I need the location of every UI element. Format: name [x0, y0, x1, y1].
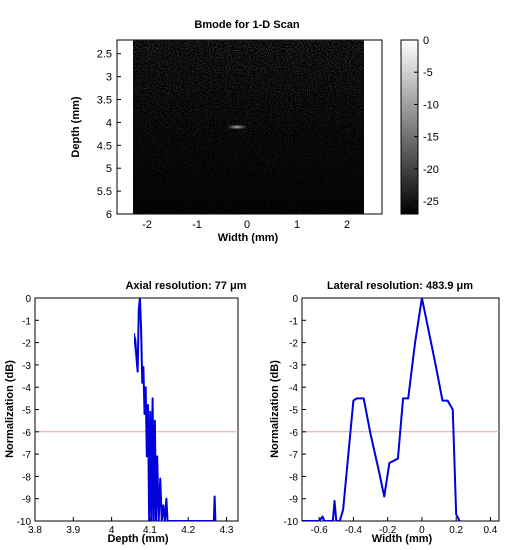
bmode-y-tick-label-5: 5	[106, 163, 112, 175]
lateral-y-tick-label-4: -4	[289, 383, 298, 394]
lateral-ylabel: Normalization (dB)	[269, 360, 281, 458]
lateral-title: Lateral resolution: 483.9 μm	[327, 280, 473, 292]
bmode-y-tick-label-2: 3.5	[97, 95, 112, 107]
axial-y-ticks: 0 -1 -2 -3 -4 -5 -6 -7 -8 -9 -10	[17, 294, 39, 528]
colorbar-tick-label-2: -10	[423, 99, 439, 111]
axial-x-tick-label-5: 4.3	[220, 525, 234, 536]
axial-xlabel: Depth (mm)	[107, 533, 168, 545]
axial-y-tick-label-6: -6	[22, 428, 31, 439]
lateral-y-ticks: 0 -1 -2 -3 -4 -5 -6 -7 -8 -9 -10	[284, 294, 306, 528]
bmode-y-tick-label-7: 6	[106, 209, 112, 221]
colorbar-gradient	[400, 39, 419, 215]
bmode-y-ticks: 2.5 3 3.5 4 4.5 5 5.5 6	[97, 49, 121, 221]
lateral-x-tick-label-1: -0.4	[345, 525, 363, 536]
bmode-x-tick-label-0: -2	[142, 219, 152, 231]
bmode-y-tick-label-3: 4	[106, 117, 112, 129]
axial-y-tick-label-3: -3	[22, 361, 31, 372]
lateral-x-tick-label-2: -0.2	[379, 525, 397, 536]
lateral-y-tick-label-0: 0	[292, 294, 298, 305]
axial-y-tick-label-9: -9	[22, 495, 31, 506]
colorbar-tick-label-0: 0	[423, 35, 429, 47]
axial-y-tick-label-4: -4	[22, 383, 31, 394]
bmode-y-tick-label-6: 5.5	[97, 186, 112, 198]
lateral-y-tick-label-7: -7	[289, 450, 298, 461]
lateral-xlabel: Width (mm)	[372, 533, 433, 545]
colorbar: 0 -5 -10 -15 -20 -25	[400, 35, 439, 215]
lateral-y-tick-label-8: -8	[289, 472, 298, 483]
bmode-ylabel: Depth (mm)	[70, 96, 82, 157]
bmode-x-tick-label-3: 1	[294, 219, 300, 231]
axial-axes-frame	[34, 297, 239, 522]
colorbar-tick-label-3: -15	[423, 132, 439, 144]
lateral-y-tick-label-1: -1	[289, 316, 298, 327]
axial-ylabel: Normalization (dB)	[4, 360, 16, 458]
axial-y-tick-label-8: -8	[22, 472, 31, 483]
lateral-axes-frame	[301, 297, 500, 522]
axial-x-tick-label-2: 4	[109, 525, 115, 536]
bmode-x-tick-label-1: -1	[192, 219, 202, 231]
lateral-y-tick-label-6: -6	[289, 428, 298, 439]
axial-y-tick-label-5: -5	[22, 406, 31, 417]
depth-attenuation	[133, 40, 364, 214]
colorbar-tick-label-4: -20	[423, 164, 439, 176]
lateral-x-tick-label-0: -0.6	[311, 525, 329, 536]
axial-y-tick-label-2: -2	[22, 339, 31, 350]
lateral-y-tick-label-3: -3	[289, 361, 298, 372]
point-target	[226, 124, 248, 130]
lateral-x-ticks: -0.6 -0.4 -0.2 0 0.2 0.4	[311, 517, 498, 536]
bmode-panel: Bmode for 1-D Scan -2 -1 0 1 2 2.5 3 3.5 4 4.5 5 5…	[70, 19, 383, 244]
colorbar-tick-label-1: -5	[423, 67, 433, 79]
axial-y-tick-label-7: -7	[22, 450, 31, 461]
lateral-x-tick-label-5: 0.4	[483, 525, 497, 536]
axial-x-tick-label-4: 4.2	[181, 525, 195, 536]
bmode-x-ticks: -2 -1 0 1 2	[142, 210, 350, 231]
bmode-y-tick-label-4: 4.5	[97, 140, 112, 152]
lateral-series-line	[302, 298, 461, 521]
axial-series	[134, 298, 217, 521]
axial-y-tick-label-10: -10	[17, 517, 32, 528]
axial-title: Axial resolution: 77 μm	[125, 280, 246, 292]
axial-y-tick-label-0: 0	[25, 294, 31, 305]
lateral-x-tick-label-4: 0.2	[449, 525, 463, 536]
bmode-y-tick-label-0: 2.5	[97, 49, 112, 61]
lateral-x-tick-label-3: 0	[419, 525, 425, 536]
bmode-y-tick-label-1: 3	[106, 72, 112, 84]
axial-x-ticks: 3.8 3.9 4 4.1 4.2 4.3	[28, 517, 234, 536]
lateral-y-tick-label-9: -9	[289, 495, 298, 506]
lateral-series	[302, 298, 461, 521]
bmode-x-tick-label-2: 0	[244, 219, 250, 231]
colorbar-tick-label-5: -25	[423, 196, 439, 208]
bmode-x-tick-label-4: 2	[344, 219, 350, 231]
lateral-y-tick-label-10: -10	[284, 517, 299, 528]
lateral-panel: Lateral resolution: 483.9 μm -0.6 -0.4 -0.…	[269, 280, 500, 545]
axial-x-tick-label-3: 4.1	[143, 525, 157, 536]
bmode-xlabel: Width (mm)	[218, 232, 279, 244]
lateral-y-tick-label-2: -2	[289, 339, 298, 350]
axial-y-tick-label-1: -1	[22, 316, 31, 327]
axial-series-line	[134, 298, 217, 521]
bmode-title: Bmode for 1-D Scan	[194, 19, 299, 31]
colorbar-ticks: 0 -5 -10 -15 -20 -25	[414, 35, 439, 208]
axial-x-tick-label-0: 3.8	[28, 525, 42, 536]
lateral-y-tick-label-5: -5	[289, 406, 298, 417]
axial-x-tick-label-1: 3.9	[66, 525, 80, 536]
axial-panel: Axial resolution: 77 μm 3.8 3.9 4 4.1 4.2 4.3…	[4, 280, 247, 545]
